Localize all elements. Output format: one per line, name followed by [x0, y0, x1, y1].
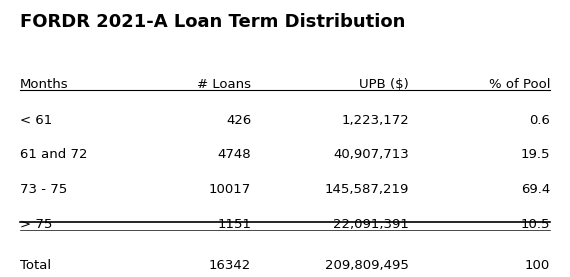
Text: 19.5: 19.5	[521, 148, 550, 161]
Text: # Loans: # Loans	[197, 78, 251, 91]
Text: Months: Months	[20, 78, 68, 91]
Text: FORDR 2021-A Loan Term Distribution: FORDR 2021-A Loan Term Distribution	[20, 14, 405, 32]
Text: 10.5: 10.5	[521, 218, 550, 231]
Text: 22,091,391: 22,091,391	[333, 218, 409, 231]
Text: 16342: 16342	[209, 259, 251, 272]
Text: 426: 426	[226, 114, 251, 127]
Text: 10017: 10017	[209, 183, 251, 196]
Text: 69.4: 69.4	[521, 183, 550, 196]
Text: 1,223,172: 1,223,172	[341, 114, 409, 127]
Text: 4748: 4748	[218, 148, 251, 161]
Text: < 61: < 61	[20, 114, 52, 127]
Text: Total: Total	[20, 259, 51, 272]
Text: 145,587,219: 145,587,219	[325, 183, 409, 196]
Text: > 75: > 75	[20, 218, 52, 231]
Text: 61 and 72: 61 and 72	[20, 148, 87, 161]
Text: 100: 100	[525, 259, 550, 272]
Text: 40,907,713: 40,907,713	[333, 148, 409, 161]
Text: 1151: 1151	[217, 218, 251, 231]
Text: 0.6: 0.6	[530, 114, 550, 127]
Text: 73 - 75: 73 - 75	[20, 183, 67, 196]
Text: 209,809,495: 209,809,495	[325, 259, 409, 272]
Text: UPB ($): UPB ($)	[360, 78, 409, 91]
Text: % of Pool: % of Pool	[489, 78, 550, 91]
